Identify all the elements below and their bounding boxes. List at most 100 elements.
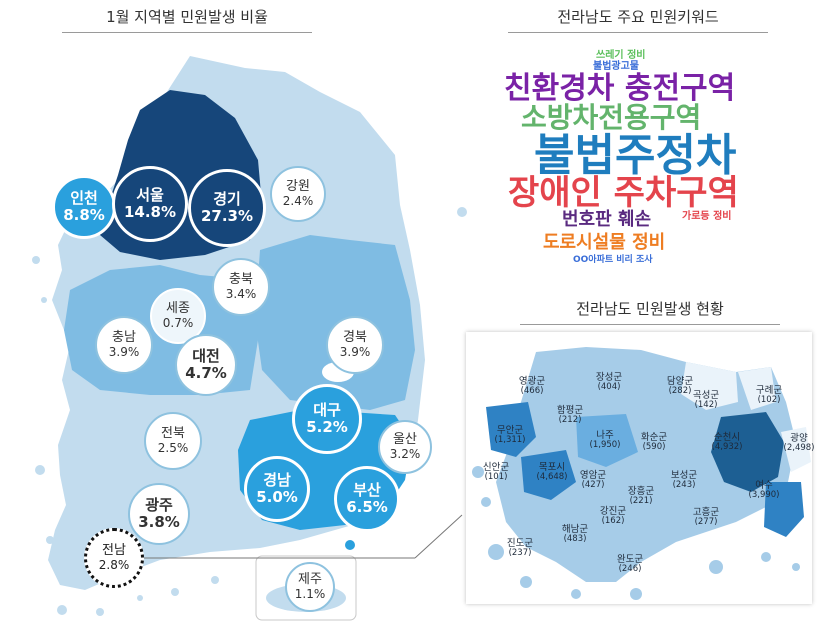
- keyword: 불법광고물: [593, 61, 639, 72]
- county-name: 여수: [755, 480, 773, 491]
- keyword: 번호판 훼손: [562, 209, 652, 230]
- region-percent: 3.2%: [389, 446, 421, 461]
- county-name: 나주: [596, 430, 614, 441]
- region-incheon: 인천 8.8%: [52, 175, 116, 239]
- county-label: 보성군 (243): [670, 470, 698, 491]
- county-count: (282): [668, 386, 692, 397]
- region-percent: 2.8%: [98, 557, 130, 572]
- keyword: 친환경차 충전구역: [504, 71, 736, 106]
- county-count: (590): [642, 442, 666, 453]
- county-name: 장흥군: [627, 486, 655, 497]
- region-jeonnam: 전남 2.8%: [84, 528, 144, 588]
- region-name: 광주: [145, 495, 173, 514]
- county-name: 화순군: [640, 432, 668, 443]
- keyword: 쓰레기 정비: [596, 50, 646, 61]
- county-name: 영광군: [518, 376, 546, 387]
- region-gwangju: 광주 3.8%: [128, 483, 190, 545]
- county-name: 담양군: [666, 376, 694, 387]
- keyword: 가로등 정비: [682, 211, 732, 222]
- county-name: 보성군: [670, 470, 698, 481]
- region-name: 충남: [112, 329, 136, 345]
- county-label: 목포시 (4,648): [536, 462, 568, 483]
- keyword: OO아파트 비리 조사: [573, 255, 653, 265]
- county-name: 순천시: [713, 432, 741, 443]
- county-count: (277): [694, 517, 718, 528]
- county-label: 여수 (3,990): [748, 480, 780, 501]
- region-jeju: 제주 1.1%: [285, 562, 335, 612]
- region-percent: 3.9%: [339, 344, 371, 359]
- county-count: (142): [694, 400, 718, 411]
- county-label: 나주 (1,950): [590, 430, 621, 451]
- county-label: 광양 (2,498): [784, 433, 815, 454]
- county-name: 무안군: [496, 425, 524, 436]
- region-name: 인천: [70, 188, 98, 207]
- county-name: 신안군: [482, 462, 510, 473]
- region-name: 대전: [192, 346, 220, 365]
- region-gyeongbuk: 경북 3.9%: [326, 316, 384, 374]
- region-percent: 3.8%: [138, 513, 180, 531]
- county-count: (212): [558, 415, 582, 426]
- region-percent: 6.5%: [346, 498, 388, 516]
- region-name: 제주: [298, 571, 322, 587]
- region-name: 경기: [213, 189, 241, 208]
- county-count: (3,990): [748, 490, 780, 501]
- region-gangwon: 강원 2.4%: [270, 166, 326, 222]
- left-title: 1월 지역별 민원발생 비율: [62, 6, 312, 33]
- region-chungnam: 충남 3.9%: [95, 316, 153, 374]
- region-percent: 5.0%: [256, 488, 298, 506]
- county-label: 화순군 (590): [640, 432, 668, 453]
- region-percent: 27.3%: [200, 207, 254, 225]
- region-seoul: 서울 14.8%: [112, 166, 188, 242]
- county-count: (162): [601, 516, 625, 527]
- county-name: 광양: [790, 433, 808, 444]
- region-name: 서울: [136, 185, 164, 204]
- region-name: 세종: [166, 300, 190, 316]
- county-label: 순천시 (4,932): [712, 432, 743, 453]
- region-name: 강원: [286, 178, 310, 194]
- county-name: 장성군: [595, 372, 623, 383]
- region-jeonbuk: 전북 2.5%: [144, 412, 202, 470]
- county-label: 고흥군 (277): [693, 507, 719, 528]
- keyword: 소방차전용구역: [521, 101, 702, 134]
- county-name: 완도군: [616, 554, 644, 565]
- county-count: (466): [520, 386, 544, 397]
- county-label: 완도군 (246): [616, 554, 644, 575]
- county-count: (221): [629, 496, 653, 507]
- county-label: 담양군 (282): [666, 376, 694, 397]
- keyword: 장애인 주차구역: [508, 173, 739, 213]
- county-count: (483): [563, 534, 587, 545]
- region-percent: 4.7%: [185, 364, 227, 382]
- county-label: 강진군 (162): [599, 506, 627, 527]
- status-title: 전라남도 민원발생 현황: [520, 298, 780, 325]
- county-name: 구례군: [755, 385, 783, 396]
- jeonnam-map: [472, 347, 811, 600]
- region-chungbuk: 충북 3.4%: [212, 258, 270, 316]
- region-percent: 1.1%: [294, 586, 326, 601]
- county-name: 강진군: [599, 506, 627, 517]
- region-percent: 8.8%: [63, 206, 105, 224]
- region-percent: 0.7%: [162, 315, 194, 330]
- region-percent: 14.8%: [123, 203, 177, 221]
- county-count: (237): [508, 548, 532, 559]
- region-daejeon: 대전 4.7%: [175, 334, 237, 396]
- keyword: 도로시설물 정비: [543, 232, 666, 253]
- region-name: 부산: [353, 480, 381, 499]
- county-count: (4,648): [536, 472, 568, 483]
- county-name: 함평군: [556, 405, 584, 416]
- county-count: (404): [597, 382, 621, 393]
- region-name: 전북: [161, 425, 185, 441]
- region-daegu: 대구 5.2%: [292, 384, 362, 454]
- keyword: 불법주정차: [534, 130, 737, 181]
- region-percent: 2.5%: [157, 440, 189, 455]
- region-percent: 5.2%: [306, 418, 348, 436]
- region-name: 경남: [263, 470, 291, 489]
- region-gyeonggi: 경기 27.3%: [188, 169, 266, 247]
- county-name: 목포시: [538, 462, 566, 473]
- county-name: 진도군: [506, 538, 534, 549]
- county-count: (102): [757, 395, 781, 406]
- county-count: (246): [618, 564, 642, 575]
- county-name: 영암군: [579, 470, 607, 481]
- county-name: 곡성군: [692, 390, 720, 401]
- region-percent: 2.4%: [282, 193, 314, 208]
- county-count: (243): [672, 480, 696, 491]
